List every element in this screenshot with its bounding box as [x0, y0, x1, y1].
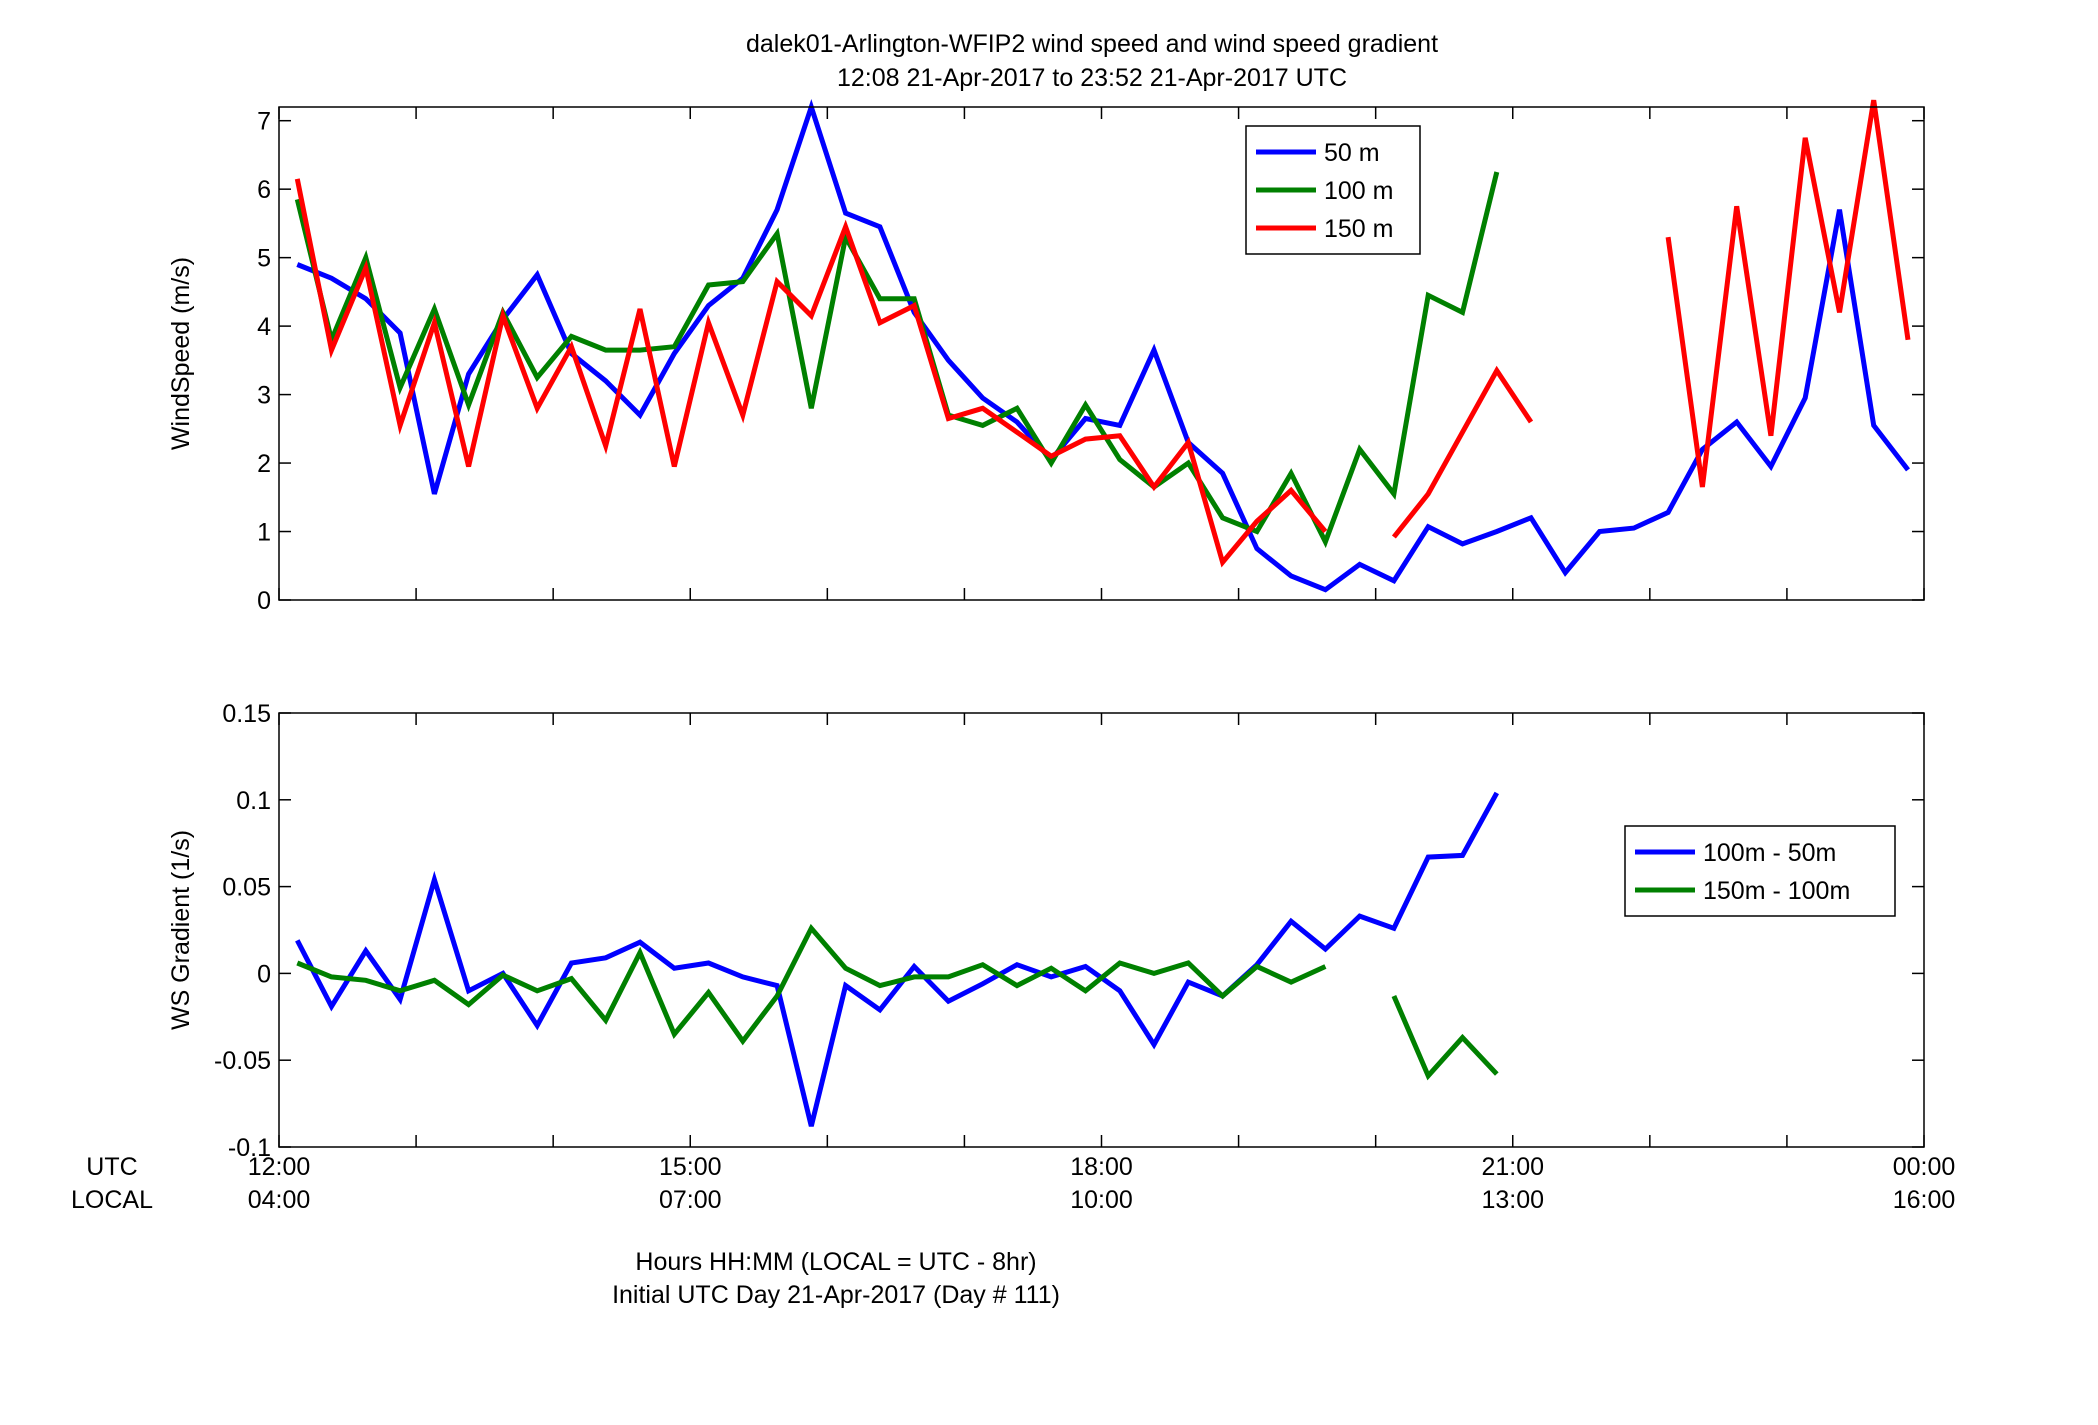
gradient-legend-label-150m-100m: 150m - 100m: [1703, 877, 1850, 905]
xtick-label-local: 10:00: [1070, 1186, 1133, 1214]
windspeed-ytick-label: 3: [257, 382, 271, 410]
windspeed-series-150-m-line: [1391, 365, 1534, 539]
windspeed-ytick-label: 6: [257, 176, 271, 204]
gradient-ytick-label: 0.05: [222, 874, 271, 902]
xtick-label-local: 13:00: [1481, 1186, 1544, 1214]
xtick-label-utc: 15:00: [659, 1153, 722, 1181]
windspeed-ytick-label: 5: [257, 245, 271, 273]
windspeed-legend: 50 m 100 m 150 m: [1245, 125, 1421, 255]
gradient-ytick-label: 0.1: [236, 787, 271, 815]
windspeed-ytick-label: 7: [257, 108, 271, 136]
x-axis-sublabel: Initial UTC Day 21-Apr-2017 (Day # 111): [612, 1281, 1060, 1309]
gradient-series-150m-100m-line: [296, 923, 1327, 1046]
gradient-ytick-label: -0.05: [214, 1047, 271, 1075]
windspeed-plot-lines: [294, 98, 1911, 593]
gradient-ytick-label: 0.15: [222, 700, 271, 728]
local-row-label: LOCAL: [71, 1186, 153, 1214]
xtick-label-utc: 21:00: [1481, 1153, 1544, 1181]
xtick-label-utc: 12:00: [248, 1153, 311, 1181]
windspeed-legend-label-150-m: 150 m: [1324, 215, 1393, 243]
gradient-legend-box: [1624, 825, 1896, 917]
windspeed-ytick-label: 2: [257, 450, 271, 478]
windspeed-series-150-m-line: [294, 178, 1328, 568]
windspeed-panel: 0 1 2 3 4 5 6 7 WindSpeed (m/s) 50 m 100 m 150 m: [167, 98, 1925, 615]
windspeed-y-axis-label: WindSpeed (m/s): [167, 257, 195, 450]
xtick-label-utc: 00:00: [1893, 1153, 1956, 1181]
gradient-series-150m-100m-line: [1391, 995, 1499, 1081]
windspeed-ticks: 0 1 2 3 4 5 6 7: [257, 107, 1925, 615]
gradient-ticks: -0.1 -0.05 0 0.05 0.1 0.15 12:00 04:00 15:00 07:0…: [214, 700, 1955, 1214]
gradient-ytick-label: 0: [257, 960, 271, 988]
xtick-label-utc: 18:00: [1070, 1153, 1133, 1181]
figure-title: dalek01-Arlington-WFIP2 wind speed and w…: [746, 30, 1438, 58]
windspeed-series-100-m-line: [294, 171, 1500, 549]
gradient-y-axis-label: WS Gradient (1/s): [167, 830, 195, 1030]
gradient-series-100m-50m-line: [295, 791, 1499, 1127]
gradient-legend-label-100m-50m: 100m - 50m: [1703, 839, 1836, 867]
gradient-panel: -0.1 -0.05 0 0.05 0.1 0.15 12:00 04:00 15:00 07:0…: [167, 700, 1955, 1214]
gradient-plot-lines: [295, 791, 1499, 1127]
xtick-label-local: 07:00: [659, 1186, 722, 1214]
xtick-label-local: 04:00: [248, 1186, 311, 1214]
windspeed-legend-label-100-m: 100 m: [1324, 177, 1393, 205]
gradient-legend: 100m - 50m 150m - 100m: [1624, 825, 1896, 917]
gradient-ytick-label: -0.1: [228, 1134, 271, 1162]
x-axis-label: Hours HH:MM (LOCAL = UTC - 8hr): [635, 1248, 1036, 1276]
windspeed-ytick-label: 4: [257, 313, 271, 341]
windspeed-ytick-label: 0: [257, 587, 271, 615]
xtick-label-local: 16:00: [1893, 1186, 1956, 1214]
figure-subtitle: 12:08 21-Apr-2017 to 23:52 21-Apr-2017 U…: [837, 64, 1347, 92]
windspeed-series-150-m-line: [1665, 99, 1911, 488]
utc-row-label: UTC: [86, 1153, 137, 1181]
windspeed-legend-label-50-m: 50 m: [1324, 139, 1380, 167]
windspeed-ytick-label: 1: [257, 519, 271, 547]
